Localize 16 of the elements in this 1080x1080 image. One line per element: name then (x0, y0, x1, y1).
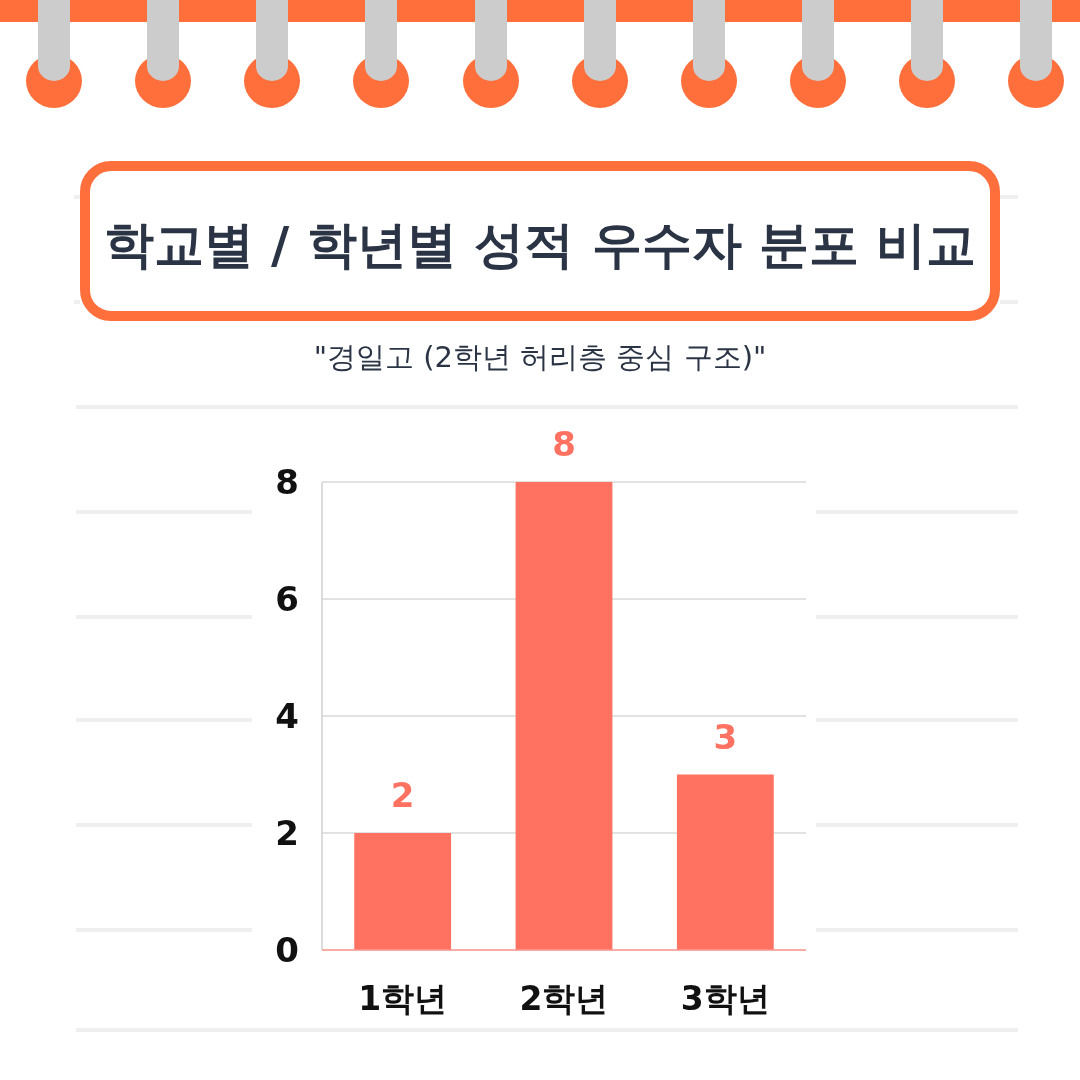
y-tick-label: 8 (275, 462, 299, 502)
y-tick-label: 4 (275, 696, 299, 736)
bar (354, 833, 452, 950)
x-tick-label: 2학년 (519, 979, 609, 1018)
y-tick-label: 2 (275, 813, 299, 853)
data-label: 3 (713, 716, 738, 757)
x-tick-label: 1학년 (358, 979, 448, 1018)
y-tick-label: 0 (275, 930, 299, 970)
bar (515, 482, 613, 950)
y-tick-label: 6 (275, 579, 299, 619)
chart-subtitle: "경일고 (2학년 허리층 중심 구조)" (313, 340, 767, 374)
data-label: 2 (390, 775, 415, 815)
data-label: 8 (552, 424, 576, 464)
x-tick-label: 3학년 (680, 979, 770, 1018)
chart-title: 학교별 / 학년별 성적 우수자 분포 비교 (103, 216, 977, 274)
bar (676, 774, 774, 950)
